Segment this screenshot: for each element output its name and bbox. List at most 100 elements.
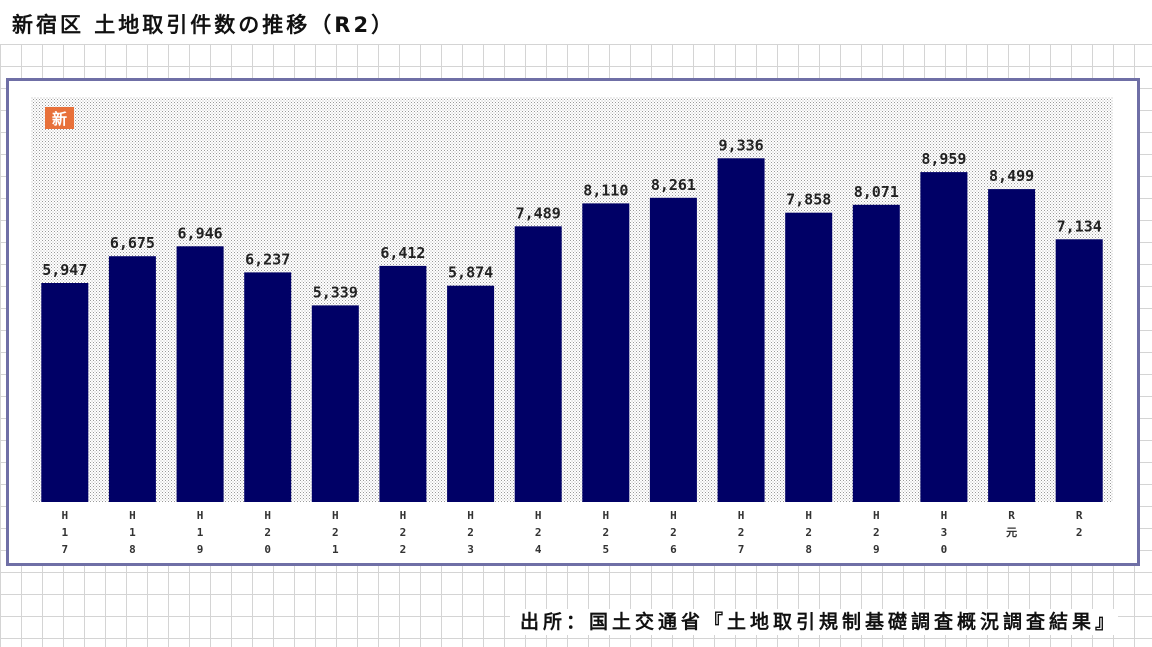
category-glyph: 2 — [332, 526, 339, 539]
bar-H17 — [41, 283, 89, 502]
bar-R元 — [988, 189, 1036, 502]
category-glyph: 0 — [264, 543, 271, 556]
category-glyph: 2 — [400, 543, 407, 556]
bar-H20 — [244, 272, 292, 502]
value-label-H26: 8,261 — [651, 176, 696, 194]
category-glyph: R — [1008, 509, 1015, 522]
category-label-R元: R元 — [1006, 509, 1017, 539]
value-label-H19: 6,946 — [178, 224, 223, 242]
value-label-H21: 5,339 — [313, 283, 358, 301]
category-label-H25: H 2 5 — [602, 509, 609, 556]
category-glyph: 9 — [197, 543, 204, 556]
category-glyph: 3 — [467, 543, 474, 556]
bar-H22 — [379, 265, 427, 502]
category-glyph: 8 — [129, 543, 136, 556]
category-glyph: H — [264, 509, 271, 522]
category-glyph: H — [400, 509, 407, 522]
category-glyph: 2 — [873, 526, 880, 539]
category-label-H29: H 2 9 — [873, 509, 880, 556]
category-glyph: 2 — [670, 526, 677, 539]
new-badge: 新 — [45, 107, 74, 129]
category-glyph: 1 — [197, 526, 204, 539]
category-label-H19: H 1 9 — [197, 509, 204, 556]
category-glyph: 3 — [941, 526, 948, 539]
category-label-H21: H 2 1 — [332, 509, 339, 556]
category-glyph: H — [941, 509, 948, 522]
category-glyph: H — [535, 509, 542, 522]
category-glyph: 元 — [1006, 526, 1017, 539]
value-label-H22: 6,412 — [380, 244, 425, 262]
category-glyph: 7 — [61, 543, 68, 556]
category-label-H22: H 2 2 — [400, 509, 407, 556]
category-glyph: H — [602, 509, 609, 522]
category-label-H26: H 2 6 — [670, 509, 677, 556]
category-label-H27: H 2 7 — [738, 509, 745, 556]
category-labels-layer: H17H18H19H20H21H22H23H24H25H26H27H28H29H… — [61, 509, 1082, 556]
category-glyph: 1 — [332, 543, 339, 556]
page-title: 新宿区 土地取引件数の推移（R2） — [0, 0, 1152, 44]
category-label-H30: H 3 0 — [941, 509, 948, 556]
category-glyph: H — [332, 509, 339, 522]
category-glyph: H — [467, 509, 474, 522]
bar-H23 — [447, 285, 495, 502]
category-glyph: 6 — [670, 543, 677, 556]
category-glyph: 2 — [805, 526, 812, 539]
value-label-H28: 7,858 — [786, 191, 831, 209]
category-glyph: 1 — [61, 526, 68, 539]
value-label-R元: 8,499 — [989, 167, 1034, 185]
chart-frame: 新 5,947 6,675 6,946 6,237 5,339 6,412 5,874 7,4… — [6, 78, 1140, 566]
category-glyph: 8 — [805, 543, 812, 556]
bar-H27 — [717, 158, 765, 503]
category-glyph: 5 — [602, 543, 609, 556]
category-glyph: H — [873, 509, 880, 522]
value-label-H27: 9,336 — [719, 136, 764, 154]
bar-H25 — [582, 203, 630, 502]
category-label-H24: H 2 4 — [535, 509, 542, 556]
new-badge-label: 新 — [52, 110, 67, 128]
category-glyph: 2 — [1076, 526, 1083, 539]
category-glyph: 0 — [941, 543, 948, 556]
category-glyph: 1 — [129, 526, 136, 539]
source-note-row: 出所：国土交通省『土地取引規制基礎調査概況調査結果』 — [0, 600, 1118, 638]
category-glyph: H — [129, 509, 136, 522]
value-labels-layer: 5,947 6,675 6,946 6,237 5,339 6,412 5,874 7,489… — [42, 136, 1102, 301]
value-label-H30: 8,959 — [921, 150, 966, 168]
value-label-H17: 5,947 — [42, 261, 87, 279]
category-glyph: 7 — [738, 543, 745, 556]
category-glyph: H — [670, 509, 677, 522]
category-glyph: H — [738, 509, 745, 522]
value-label-H18: 6,675 — [110, 234, 155, 252]
category-label-H18: H 1 8 — [129, 509, 136, 556]
value-label-H23: 5,874 — [448, 264, 493, 282]
bar-H19 — [176, 246, 224, 502]
category-label-H28: H 2 8 — [805, 509, 812, 556]
source-note: 出所：国土交通省『土地取引規制基礎調査概況調査結果』 — [509, 609, 1118, 635]
value-label-H20: 6,237 — [245, 250, 290, 268]
category-glyph: H — [805, 509, 812, 522]
value-label-R2: 7,134 — [1057, 217, 1102, 235]
bar-chart: 新 5,947 6,675 6,946 6,237 5,339 6,412 5,874 7,4… — [31, 97, 1113, 556]
bar-H21 — [311, 305, 359, 502]
bars-layer — [41, 158, 1103, 503]
category-glyph: 2 — [264, 526, 271, 539]
category-glyph: 2 — [738, 526, 745, 539]
bar-H24 — [514, 226, 562, 503]
category-glyph: 2 — [467, 526, 474, 539]
value-label-H25: 8,110 — [583, 181, 628, 199]
bar-H29 — [852, 204, 900, 503]
bar-R2 — [1055, 239, 1103, 503]
category-glyph: 9 — [873, 543, 880, 556]
bar-H30 — [920, 172, 968, 502]
value-label-H24: 7,489 — [516, 204, 561, 222]
bar-H26 — [649, 197, 697, 503]
category-glyph: 2 — [400, 526, 407, 539]
value-label-H29: 8,071 — [854, 183, 899, 201]
category-glyph: 4 — [535, 543, 542, 556]
bar-H18 — [108, 256, 156, 502]
category-glyph: 2 — [535, 526, 542, 539]
category-glyph: H — [61, 509, 68, 522]
category-glyph: R — [1076, 509, 1083, 522]
category-label-R2: R2 — [1076, 509, 1083, 539]
category-label-H23: H 2 3 — [467, 509, 474, 556]
category-label-H20: H 2 0 — [264, 509, 271, 556]
